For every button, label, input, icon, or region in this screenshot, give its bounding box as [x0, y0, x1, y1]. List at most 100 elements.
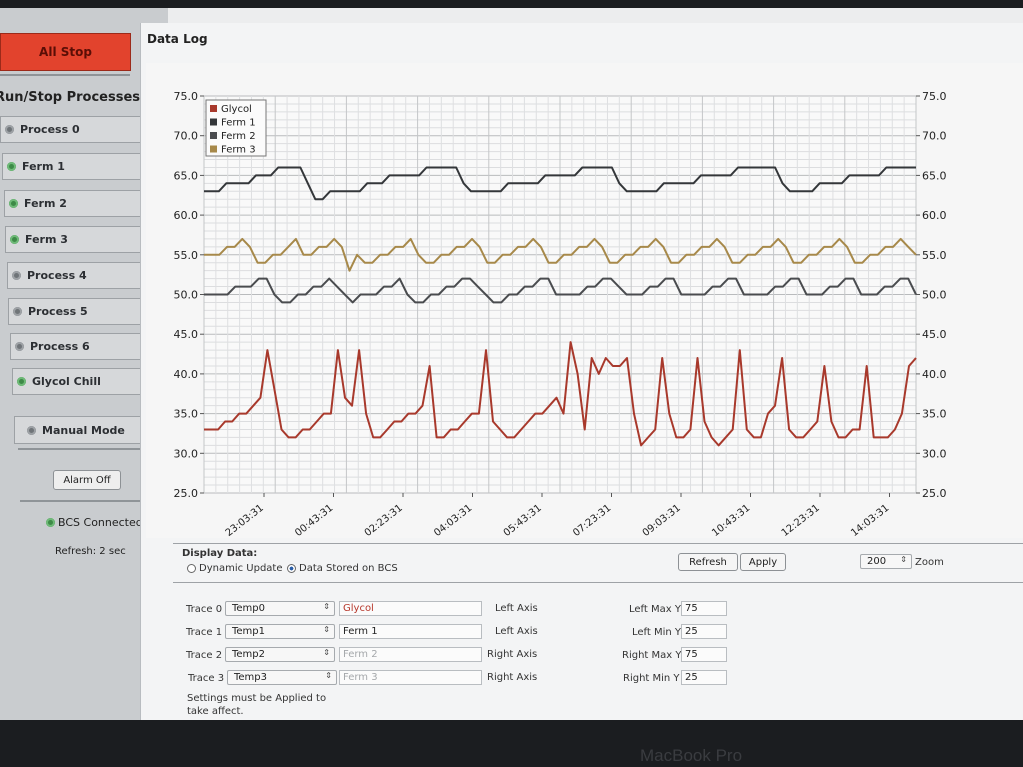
apply-button[interactable]: Apply	[740, 553, 786, 571]
status-dot-icon	[13, 307, 22, 316]
all-stop-button[interactable]: All Stop	[0, 33, 131, 71]
trace-name-field[interactable]: Ferm 1	[339, 624, 482, 639]
x-axis-tick-label: 10:43:31	[710, 503, 752, 538]
process-button-process-0[interactable]: Process 0	[0, 116, 142, 143]
x-axis-tick-label: 02:23:31	[363, 503, 405, 538]
chart-area: 75.0 75.0 70.0 70.0 65.0 65.0 60.0 60.0 55.0 55.0…	[146, 63, 1023, 538]
trace-name-field[interactable]: Glycol	[339, 601, 482, 616]
select-value: Temp2	[232, 649, 266, 660]
connected-icon	[46, 518, 55, 527]
trace-name-field[interactable]: Ferm 2	[339, 647, 482, 662]
series-line-ferm-2	[204, 277, 917, 304]
trace-source-select[interactable]: Temp2 ⇕	[225, 647, 335, 662]
trace-axis-label: Right Axis	[487, 672, 538, 683]
series-line-ferm-1	[204, 166, 916, 201]
divider	[20, 500, 168, 502]
screen: All Stop Run/Stop Processes Process 0 Fe…	[0, 8, 1023, 720]
legend-swatch	[210, 145, 217, 153]
x-axis-tick-label: 05:43:31	[502, 503, 544, 538]
process-label: Process 4	[27, 269, 87, 282]
right-axis-tick-label: 35.0	[922, 408, 947, 421]
select-arrows-icon: ⇕	[323, 648, 330, 657]
trace-name-field[interactable]: Ferm 3	[339, 670, 482, 685]
right-axis-tick-label: 45.0	[922, 328, 947, 341]
left-axis-tick-label: 60.0	[174, 209, 199, 222]
right-axis-tick-label: 75.0	[922, 90, 947, 103]
page-title: Data Log	[147, 32, 208, 46]
left-min-y-field[interactable]: 25	[681, 624, 727, 639]
process-label: Process 5	[28, 305, 88, 318]
legend-entry: Glycol	[221, 104, 252, 115]
trace-source-select[interactable]: Temp3 ⇕	[227, 670, 337, 685]
legend-entry: Ferm 1	[221, 118, 256, 129]
laptop-bezel-label: MacBook Pro	[640, 746, 743, 765]
status-dot-icon	[27, 425, 36, 435]
radio-selected-icon[interactable]	[287, 563, 296, 573]
status-dot-icon	[9, 199, 18, 208]
trace-source-select[interactable]: Temp1 ⇕	[225, 624, 335, 639]
x-axis-tick-label: 07:23:31	[571, 503, 613, 538]
legend-swatch	[210, 105, 217, 112]
process-button-glycol-chill[interactable]: Glycol Chill	[12, 368, 158, 395]
process-button-ferm-3[interactable]: Ferm 3	[5, 226, 148, 253]
right-axis-tick-label: 60.0	[922, 209, 947, 222]
radio-icon[interactable]	[187, 563, 196, 573]
process-button-process-6[interactable]: Process 6	[10, 333, 156, 360]
left-axis-tick-label: 55.0	[174, 249, 199, 262]
stored-on-bcs-option[interactable]: Data Stored on BCS	[287, 563, 398, 574]
display-controls: Display Data: Dynamic Update Data Stored…	[173, 535, 1023, 720]
divider	[18, 448, 166, 450]
status-dot-icon	[7, 162, 16, 171]
process-label: Process 6	[30, 340, 90, 353]
bcs-status-label: BCS Connected	[58, 516, 143, 529]
process-button-ferm-1[interactable]: Ferm 1	[2, 153, 145, 180]
status-dot-icon	[17, 377, 26, 386]
zoom-label: Zoom	[915, 557, 944, 568]
select-value: Temp3	[234, 672, 268, 683]
right-max-y-field[interactable]: 75	[681, 647, 727, 662]
select-value: Temp1	[232, 626, 266, 637]
series-line-ferm-3	[204, 237, 917, 272]
display-data-title: Display Data:	[182, 548, 258, 559]
trace-label: Trace 1	[186, 627, 223, 638]
alarm-off-button[interactable]: Alarm Off	[53, 470, 121, 490]
select-arrows-icon: ⇕	[323, 625, 330, 634]
process-button-process-5[interactable]: Process 5	[8, 298, 151, 325]
series-line-glycol	[204, 341, 917, 447]
processes-title: Run/Stop Processes	[0, 90, 140, 105]
left-axis-tick-label: 45.0	[174, 328, 199, 341]
x-axis-tick-label: 14:03:31	[849, 503, 891, 538]
legend-entry: Ferm 2	[221, 131, 256, 142]
right-axis-tick-label: 25.0	[922, 487, 947, 500]
x-axis-tick-label: 12:23:31	[780, 503, 822, 538]
legend-swatch	[210, 132, 217, 139]
process-label: Process 0	[20, 123, 80, 136]
limit-label: Right Max Y	[622, 650, 682, 661]
dynamic-update-option[interactable]: Dynamic Update	[187, 563, 283, 574]
process-label: Ferm 3	[25, 233, 68, 246]
trace-axis-label: Right Axis	[487, 649, 538, 660]
process-button-process-4[interactable]: Process 4	[7, 262, 150, 289]
right-axis-tick-label: 40.0	[922, 368, 947, 381]
right-min-y-field[interactable]: 25	[681, 670, 727, 685]
manual-mode-button[interactable]: Manual Mode	[14, 416, 162, 444]
trace-source-select[interactable]: Temp0 ⇕	[225, 601, 335, 616]
data-log-chart: 75.0 75.0 70.0 70.0 65.0 65.0 60.0 60.0 55.0 55.0…	[174, 90, 947, 538]
status-dot-icon	[5, 125, 14, 134]
left-max-y-field[interactable]: 75	[681, 601, 727, 616]
trace-label: Trace 2	[186, 650, 223, 661]
divider	[173, 582, 1023, 583]
x-axis-tick-label: 00:43:31	[293, 503, 335, 538]
left-axis-tick-label: 50.0	[174, 289, 199, 302]
process-label: Ferm 1	[22, 160, 65, 173]
bcs-status: BCS Connected	[46, 516, 143, 529]
right-axis-tick-label: 70.0	[922, 130, 947, 143]
refresh-button[interactable]: Refresh	[678, 553, 738, 571]
left-axis-tick-label: 35.0	[174, 408, 199, 421]
left-axis-tick-label: 40.0	[174, 368, 199, 381]
select-arrows-icon: ⇕	[900, 555, 907, 564]
process-label: Ferm 2	[24, 197, 67, 210]
process-button-ferm-2[interactable]: Ferm 2	[4, 190, 147, 217]
x-axis-tick-label: 04:03:31	[432, 503, 474, 538]
zoom-select[interactable]: 200 ⇕	[860, 554, 912, 569]
